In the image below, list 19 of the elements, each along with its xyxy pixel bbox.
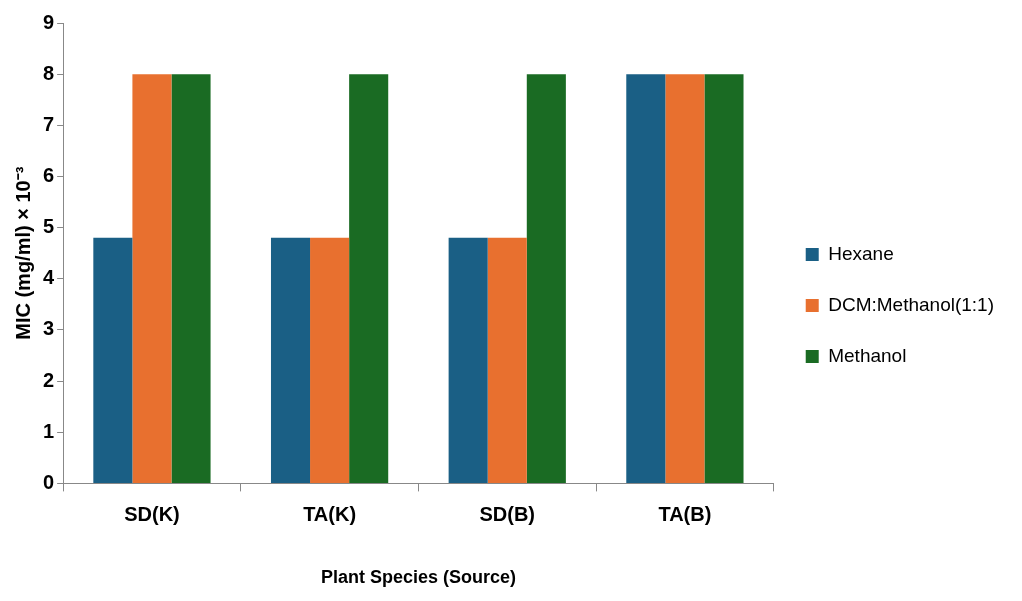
y-tick-label: 0 xyxy=(43,470,55,493)
y-tick-label: 3 xyxy=(43,317,55,340)
y-tick-label: 8 xyxy=(43,61,55,84)
x-tick-label: TA(B) xyxy=(658,502,712,525)
legend-label: Methanol xyxy=(828,344,907,366)
y-axis-title: MIC (mg/ml) × 10⁻³ xyxy=(11,166,34,340)
y-tick-label: 1 xyxy=(43,419,55,442)
y-tick-label: 4 xyxy=(43,266,55,289)
y-tick-label: 6 xyxy=(43,163,55,186)
x-tick-label: SD(B) xyxy=(479,502,536,525)
legend-label: DCM:Methanol(1:1) xyxy=(828,293,994,315)
y-tick-label: 9 xyxy=(43,10,55,33)
legend-label: Hexane xyxy=(828,242,894,264)
x-tick-label: TA(K) xyxy=(303,502,357,525)
x-axis-title: Plant Species (Source) xyxy=(320,567,516,588)
y-tick-label: 7 xyxy=(43,112,55,135)
y-tick-label: 2 xyxy=(43,368,55,391)
x-tick-label: SD(K) xyxy=(124,502,180,525)
y-tick-label: 5 xyxy=(43,215,55,238)
